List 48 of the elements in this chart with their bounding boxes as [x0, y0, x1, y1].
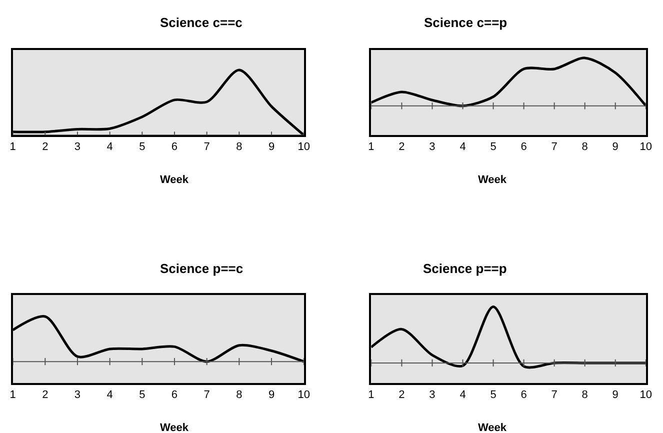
x-tick-label: 10 — [640, 141, 652, 154]
x-tick-label: 5 — [139, 389, 146, 402]
x-tick-label: 7 — [204, 389, 210, 402]
chart-title: Science c==c — [160, 15, 242, 30]
x-tick-label: 2 — [398, 141, 405, 154]
x-tick-label: 3 — [74, 141, 81, 154]
x-tick-label: 6 — [171, 141, 178, 154]
x-tick-label: 6 — [171, 389, 178, 402]
x-tick-label: 5 — [139, 141, 146, 154]
x-tick-label: 10 — [298, 141, 310, 154]
x-tick-label: 3 — [429, 389, 436, 402]
chart-title: Science c==p — [424, 15, 508, 30]
x-tick-label: 9 — [268, 389, 275, 402]
x-tick-label: 5 — [490, 141, 496, 154]
x-tick-label: 1 — [10, 389, 16, 402]
x-tick-label: 10 — [640, 389, 652, 402]
x-axis-title: Week — [478, 422, 508, 433]
x-tick-label: 4 — [460, 141, 466, 154]
x-tick-label: 2 — [42, 141, 48, 154]
x-tick-label: 8 — [582, 141, 588, 154]
x-tick-label: 9 — [612, 141, 618, 154]
x-tick-label: 3 — [429, 141, 436, 154]
x-tick-label: 9 — [268, 141, 275, 154]
x-tick-label: 7 — [551, 389, 558, 402]
x-tick-label: 1 — [368, 141, 374, 154]
x-tick-label: 8 — [582, 389, 588, 402]
x-tick-label: 1 — [368, 389, 374, 402]
x-tick-label: 6 — [520, 141, 527, 154]
x-tick-label: 8 — [236, 389, 242, 402]
x-tick-label: 2 — [42, 389, 48, 402]
x-tick-label: 6 — [520, 389, 527, 402]
x-axis-title: Week — [160, 422, 190, 433]
x-tick-label: 7 — [551, 141, 558, 154]
x-tick-label: 1 — [10, 141, 16, 154]
x-axis-title: Week — [478, 174, 508, 186]
chart-title: Science p==c — [160, 261, 244, 276]
x-tick-label: 3 — [74, 389, 81, 402]
x-tick-label: 4 — [106, 389, 113, 402]
x-tick-label: 2 — [398, 389, 405, 402]
x-tick-label: 8 — [236, 141, 242, 154]
chart-title: Science p==p — [423, 261, 507, 276]
x-tick-label: 5 — [490, 389, 496, 402]
x-tick-label: 4 — [106, 141, 113, 154]
x-tick-label: 10 — [298, 389, 310, 402]
x-axis-title: Week — [160, 174, 190, 186]
x-tick-label: 4 — [460, 389, 466, 402]
x-tick-label: 7 — [204, 141, 210, 154]
x-tick-label: 9 — [612, 389, 618, 402]
